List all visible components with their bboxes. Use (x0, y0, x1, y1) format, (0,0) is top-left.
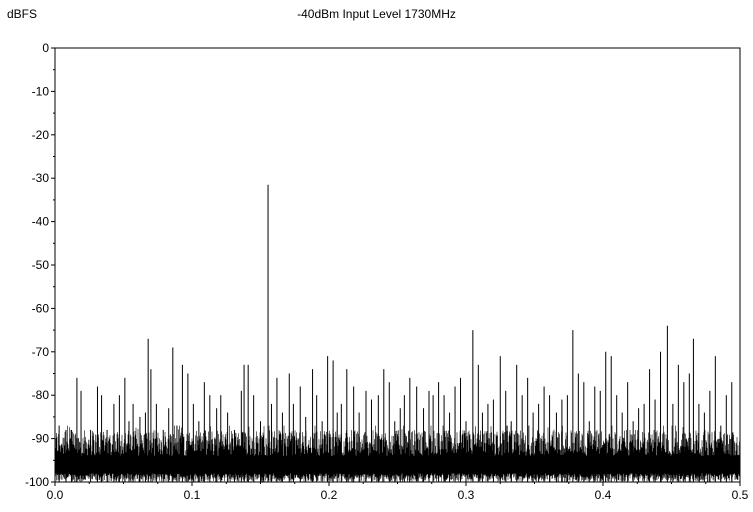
y-tick-label: -60 (32, 301, 50, 315)
x-tick-label: 0.1 (184, 488, 201, 502)
x-tick-label: 0.2 (321, 488, 338, 502)
y-tick-label: -20 (32, 128, 50, 142)
x-tick-label: 0.0 (47, 488, 64, 502)
plot-frame (54, 47, 741, 483)
x-tick-label: 0.5 (732, 488, 749, 502)
noise-floor-path (55, 425, 740, 482)
x-axis-ticks: 0.0 0.1 0.2 0.3 0.4 0.5 (47, 482, 749, 502)
y-tick-label: -70 (32, 345, 50, 359)
chart-title: -40dBm Input Level 1730MHz (297, 7, 456, 21)
y-tick-label: -100 (25, 475, 49, 489)
y-tick-label: -30 (32, 171, 50, 185)
y-tick-label: -10 (32, 84, 50, 98)
y-tick-label: -80 (32, 388, 50, 402)
y-tick-label: -40 (32, 215, 50, 229)
y-tick-label: -50 (32, 258, 50, 272)
spectral-lines (58, 184, 733, 482)
x-tick-label: 0.3 (458, 488, 475, 502)
x-tick-label: 0.4 (595, 488, 612, 502)
plot-axes (54, 47, 741, 483)
y-axis-ticks: 0 -10 -20 -30 -40 -50 -60 -70 -80 -90 -100 (25, 41, 55, 489)
y-tick-label: -90 (32, 432, 50, 446)
y-axis-label: dBFS (7, 7, 38, 21)
noise-floor-trace (55, 425, 740, 482)
y-tick-label: 0 (42, 41, 49, 55)
